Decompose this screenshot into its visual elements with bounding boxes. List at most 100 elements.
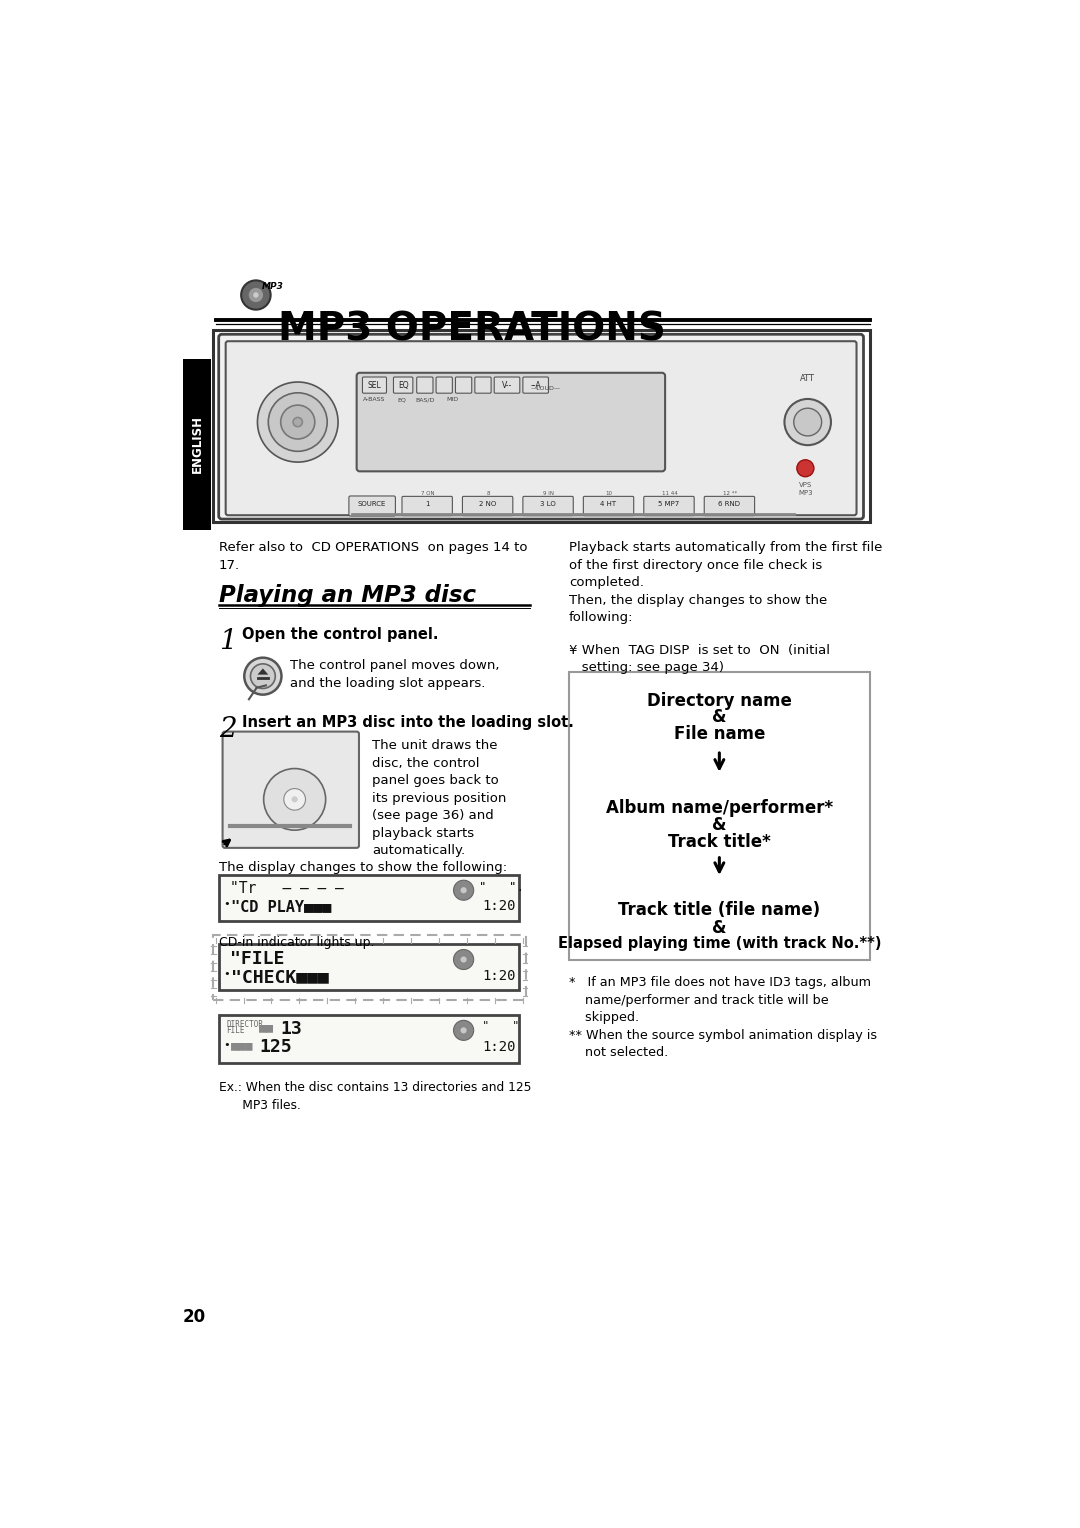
FancyBboxPatch shape	[456, 377, 472, 393]
Text: "FILE: "FILE	[230, 950, 284, 969]
Text: 6 RND: 6 RND	[718, 501, 741, 507]
Text: Track title*: Track title*	[667, 833, 771, 851]
Text: 1:20: 1:20	[482, 969, 516, 983]
FancyBboxPatch shape	[417, 377, 433, 393]
FancyBboxPatch shape	[462, 497, 513, 515]
Text: 13: 13	[281, 1019, 302, 1038]
Circle shape	[794, 408, 822, 435]
FancyBboxPatch shape	[222, 732, 359, 848]
Text: ATT: ATT	[800, 374, 815, 384]
Text: 1: 1	[424, 501, 430, 507]
Polygon shape	[257, 668, 268, 675]
Text: ENGLISH: ENGLISH	[190, 416, 203, 474]
Text: 1:20: 1:20	[482, 900, 516, 914]
FancyBboxPatch shape	[393, 377, 413, 393]
Text: Track title (file name): Track title (file name)	[618, 902, 821, 918]
Circle shape	[454, 1021, 474, 1041]
Text: MP3: MP3	[262, 283, 284, 290]
Circle shape	[257, 382, 338, 461]
Circle shape	[784, 399, 831, 445]
Text: SEL: SEL	[367, 380, 381, 390]
Text: 7 ON: 7 ON	[421, 492, 435, 497]
Text: •: •	[224, 969, 230, 979]
Text: VPS: VPS	[799, 483, 812, 487]
Text: SOURCE: SOURCE	[357, 501, 387, 507]
Circle shape	[293, 417, 302, 426]
FancyBboxPatch shape	[402, 497, 453, 515]
Text: EQ: EQ	[397, 380, 408, 390]
Text: CD-in indicator lights up.: CD-in indicator lights up.	[218, 937, 374, 949]
Text: Playing an MP3 disc: Playing an MP3 disc	[218, 584, 475, 607]
Text: Open the control panel.: Open the control panel.	[242, 626, 438, 642]
Text: --A: --A	[530, 380, 541, 390]
Text: ■■: ■■	[259, 1021, 274, 1034]
Circle shape	[460, 957, 467, 963]
FancyBboxPatch shape	[704, 497, 755, 515]
Text: MP3: MP3	[798, 490, 812, 495]
FancyBboxPatch shape	[226, 341, 856, 515]
Circle shape	[460, 1027, 467, 1033]
Text: 9 IN: 9 IN	[543, 492, 554, 497]
FancyBboxPatch shape	[523, 497, 573, 515]
Text: 2: 2	[218, 717, 237, 743]
Text: 8: 8	[487, 492, 490, 497]
FancyBboxPatch shape	[356, 373, 665, 471]
FancyBboxPatch shape	[495, 377, 519, 393]
Text: "   ".: " ".	[480, 882, 524, 894]
Text: Playback starts automatically from the first file
of the first directory once fi: Playback starts automatically from the f…	[569, 541, 882, 625]
FancyBboxPatch shape	[218, 335, 864, 520]
Text: "   ": " "	[482, 1019, 519, 1033]
FancyBboxPatch shape	[644, 497, 694, 515]
Text: •: •	[224, 1039, 230, 1050]
Text: *   If an MP3 file does not have ID3 tags, album
    name/performer and track ti: * If an MP3 file does not have ID3 tags,…	[569, 976, 870, 1024]
Text: 10: 10	[606, 492, 612, 497]
FancyBboxPatch shape	[523, 377, 549, 393]
Text: "Tr   — — — —: "Tr — — — —	[230, 882, 343, 895]
Text: 20: 20	[183, 1308, 206, 1326]
Text: Elapsed playing time (with track No.**): Elapsed playing time (with track No.**)	[557, 937, 881, 952]
Text: Album name/performer*: Album name/performer*	[606, 799, 833, 817]
Text: 11 44: 11 44	[662, 492, 677, 497]
Text: ¥ When  TAG DISP  is set to  ON  (initial
   setting: see page 34): ¥ When TAG DISP is set to ON (initial se…	[569, 643, 831, 674]
Text: &: &	[712, 816, 727, 834]
Text: The display changes to show the following:: The display changes to show the followin…	[218, 860, 507, 874]
Text: 1: 1	[218, 628, 237, 656]
Text: 5 MP7: 5 MP7	[659, 501, 679, 507]
Text: EQ: EQ	[397, 397, 406, 402]
Text: 1:20: 1:20	[482, 1039, 516, 1054]
Text: FILE: FILE	[227, 1025, 245, 1034]
Text: Insert an MP3 disc into the loading slot.: Insert an MP3 disc into the loading slot…	[242, 715, 573, 730]
Circle shape	[268, 393, 327, 451]
FancyBboxPatch shape	[363, 377, 387, 393]
Text: ** When the source symbol animation display is
    not selected.: ** When the source symbol animation disp…	[569, 1028, 877, 1059]
Text: 12 **: 12 **	[724, 492, 738, 497]
Text: 125: 125	[259, 1038, 292, 1056]
Circle shape	[454, 880, 474, 900]
Circle shape	[292, 796, 298, 802]
Text: MP3 OPERATIONS: MP3 OPERATIONS	[279, 310, 666, 348]
Text: Directory name: Directory name	[647, 692, 792, 709]
Text: File name: File name	[674, 726, 765, 744]
FancyBboxPatch shape	[436, 377, 453, 393]
Text: The control panel moves down,
and the loading slot appears.: The control panel moves down, and the lo…	[291, 659, 499, 689]
Circle shape	[244, 657, 282, 695]
Circle shape	[248, 287, 264, 303]
FancyBboxPatch shape	[583, 497, 634, 515]
Text: The unit draws the
disc, the control
panel goes back to
its previous position
(s: The unit draws the disc, the control pan…	[373, 740, 507, 857]
Circle shape	[281, 405, 314, 439]
FancyBboxPatch shape	[349, 497, 395, 516]
Text: Ex.: When the disc contains 13 directories and 125
      MP3 files.: Ex.: When the disc contains 13 directori…	[218, 1082, 531, 1112]
Circle shape	[460, 888, 467, 894]
Text: •: •	[224, 900, 230, 909]
Text: 2 NO: 2 NO	[480, 501, 496, 507]
Text: V--: V--	[502, 380, 512, 390]
Text: &: &	[712, 709, 727, 726]
Circle shape	[284, 788, 306, 810]
Text: —LOUD—: —LOUD—	[530, 387, 561, 391]
Text: A-BASS: A-BASS	[363, 397, 386, 402]
Text: "CD PLAY■■■: "CD PLAY■■■	[231, 900, 332, 914]
FancyBboxPatch shape	[183, 359, 211, 530]
FancyBboxPatch shape	[218, 1015, 519, 1062]
FancyBboxPatch shape	[569, 672, 869, 960]
Text: ■■■: ■■■	[231, 1039, 254, 1053]
